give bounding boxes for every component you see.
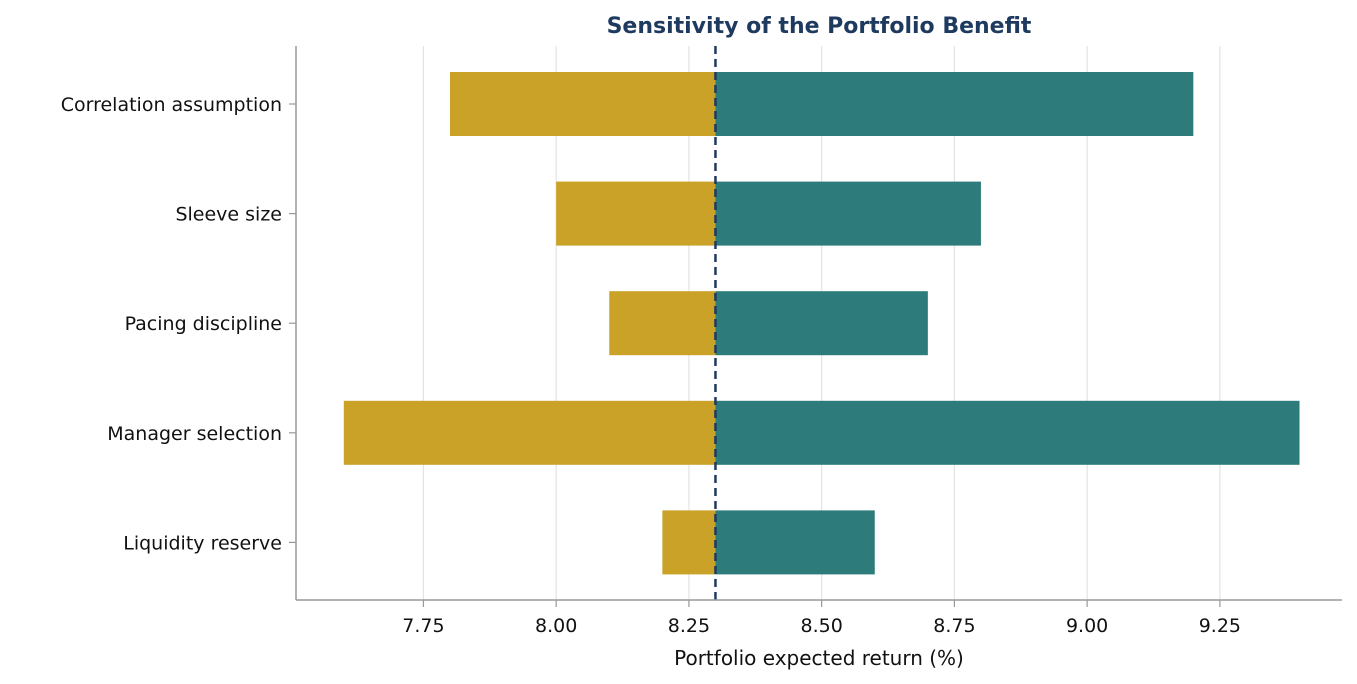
chart-title: Sensitivity of the Portfolio Benefit: [607, 14, 1032, 39]
bar-low: [556, 181, 716, 246]
y-tick-label: Pacing discipline: [125, 313, 282, 335]
bar-low: [343, 400, 716, 465]
bar-high: [715, 181, 981, 246]
x-tick-label: 9.00: [1066, 615, 1108, 637]
bar-high: [715, 510, 875, 575]
bars: [343, 72, 1300, 575]
bar-low: [662, 510, 716, 575]
bar-high: [715, 400, 1300, 465]
y-tick-label: Correlation assumption: [61, 94, 282, 116]
ticks: 7.75 8.00 8.25 8.50 8.75 9.00 9.25 Correlation …: [61, 94, 1241, 637]
x-tick-label: 8.00: [535, 615, 577, 637]
x-axis-label: Portfolio expected return (%): [674, 646, 964, 670]
bar-high: [715, 291, 928, 356]
bar-low: [449, 72, 716, 136]
bar-low: [609, 291, 716, 356]
x-tick-label: 8.50: [800, 615, 842, 637]
bar-high: [715, 72, 1194, 136]
x-tick-label: 9.25: [1199, 615, 1241, 637]
y-tick-label: Liquidity reserve: [123, 532, 282, 554]
y-tick-label: Manager selection: [107, 423, 282, 445]
x-tick-label: 8.25: [668, 615, 710, 637]
x-tick-label: 7.75: [402, 615, 444, 637]
x-tick-label: 8.75: [933, 615, 975, 637]
y-tick-label: Sleeve size: [175, 204, 282, 226]
